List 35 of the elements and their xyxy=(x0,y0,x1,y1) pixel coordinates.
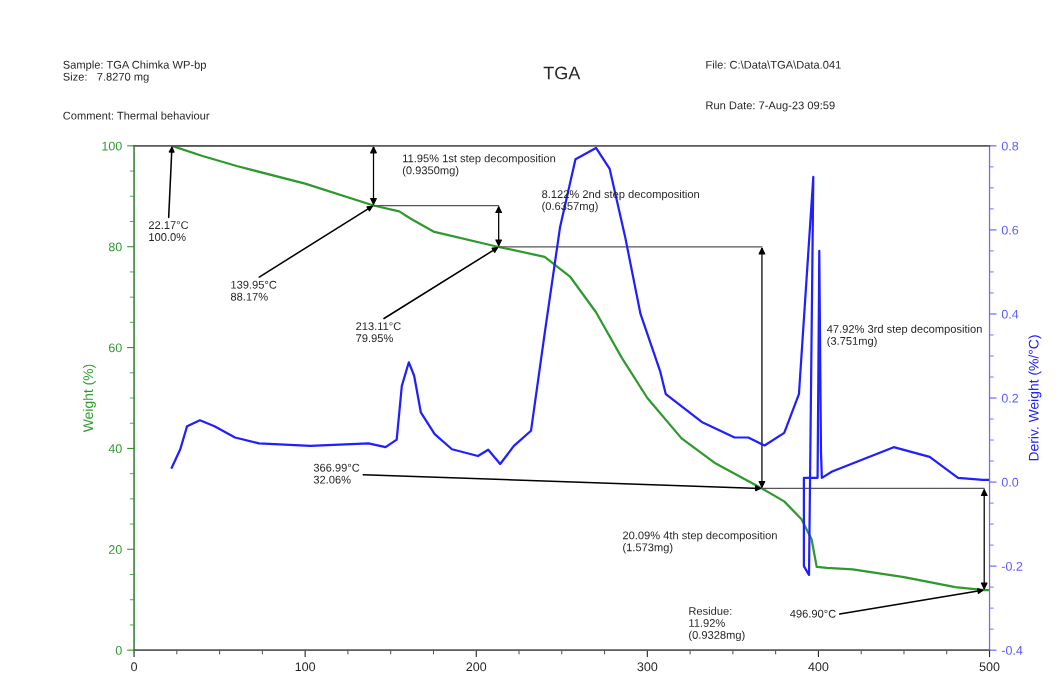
annotation: 496.90°C xyxy=(790,609,836,618)
y-tick-label: 0 xyxy=(115,645,122,655)
y-tick-label: 20 xyxy=(108,545,122,554)
y2-tick-label: 0.4 xyxy=(1001,309,1019,319)
y2-tick-label: 0.0 xyxy=(1001,477,1019,487)
y-tick-label: 100 xyxy=(102,141,122,151)
y2-tick-label: -0.2 xyxy=(1001,561,1023,571)
x-tick-label: 400 xyxy=(808,662,829,672)
y2-tick-label: 0.8 xyxy=(1001,141,1019,151)
y2-tick-label: -0.4 xyxy=(1001,645,1023,655)
chart-title: TGA xyxy=(543,66,581,80)
annotation: 22.17°C 100.0% xyxy=(148,221,189,241)
text: Run Date: 7-Aug-23 09:59 xyxy=(706,101,835,112)
text: Comment: Thermal behaviour xyxy=(63,111,210,120)
annotation: 47.92% 3rd step decomposition (3.751mg) xyxy=(826,324,982,348)
y-tick-label: 80 xyxy=(108,242,122,252)
text: Sample: TGA Chimka WP-bp Size: 7.8270 mg xyxy=(63,60,206,83)
x-tick-label: 500 xyxy=(979,662,1000,672)
x-tick-label: 100 xyxy=(295,662,316,672)
y2-axis-title: Deriv. Weight (%/°C) xyxy=(1028,335,1042,461)
annotation: 139.95°C 88.17% xyxy=(230,280,277,301)
x-tick-label: 200 xyxy=(466,662,487,672)
y-axis-title: Weight (%) xyxy=(82,364,96,433)
text: File: C:\Data\TGA\Data.041 xyxy=(706,60,841,69)
y2-tick-label: 0.6 xyxy=(1001,225,1019,235)
annotation: 366.99°C 32.06% xyxy=(313,463,360,484)
y2-tick-label: 0.2 xyxy=(1001,393,1019,403)
y-tick-label: 60 xyxy=(108,343,122,353)
annotation: 20.09% 4th step decomposition (1.573mg) xyxy=(623,531,777,554)
y-tick-label: 40 xyxy=(108,444,122,454)
x-tick-label: 300 xyxy=(637,662,658,672)
annotation: 11.95% 1st step decomposition (0.9350mg) xyxy=(402,154,556,177)
annotation: 213.11°C 79.95% xyxy=(356,322,401,343)
annotation: Residue: 11.92% (0.9328mg) xyxy=(689,606,745,642)
x-tick-label: 0 xyxy=(131,662,138,672)
